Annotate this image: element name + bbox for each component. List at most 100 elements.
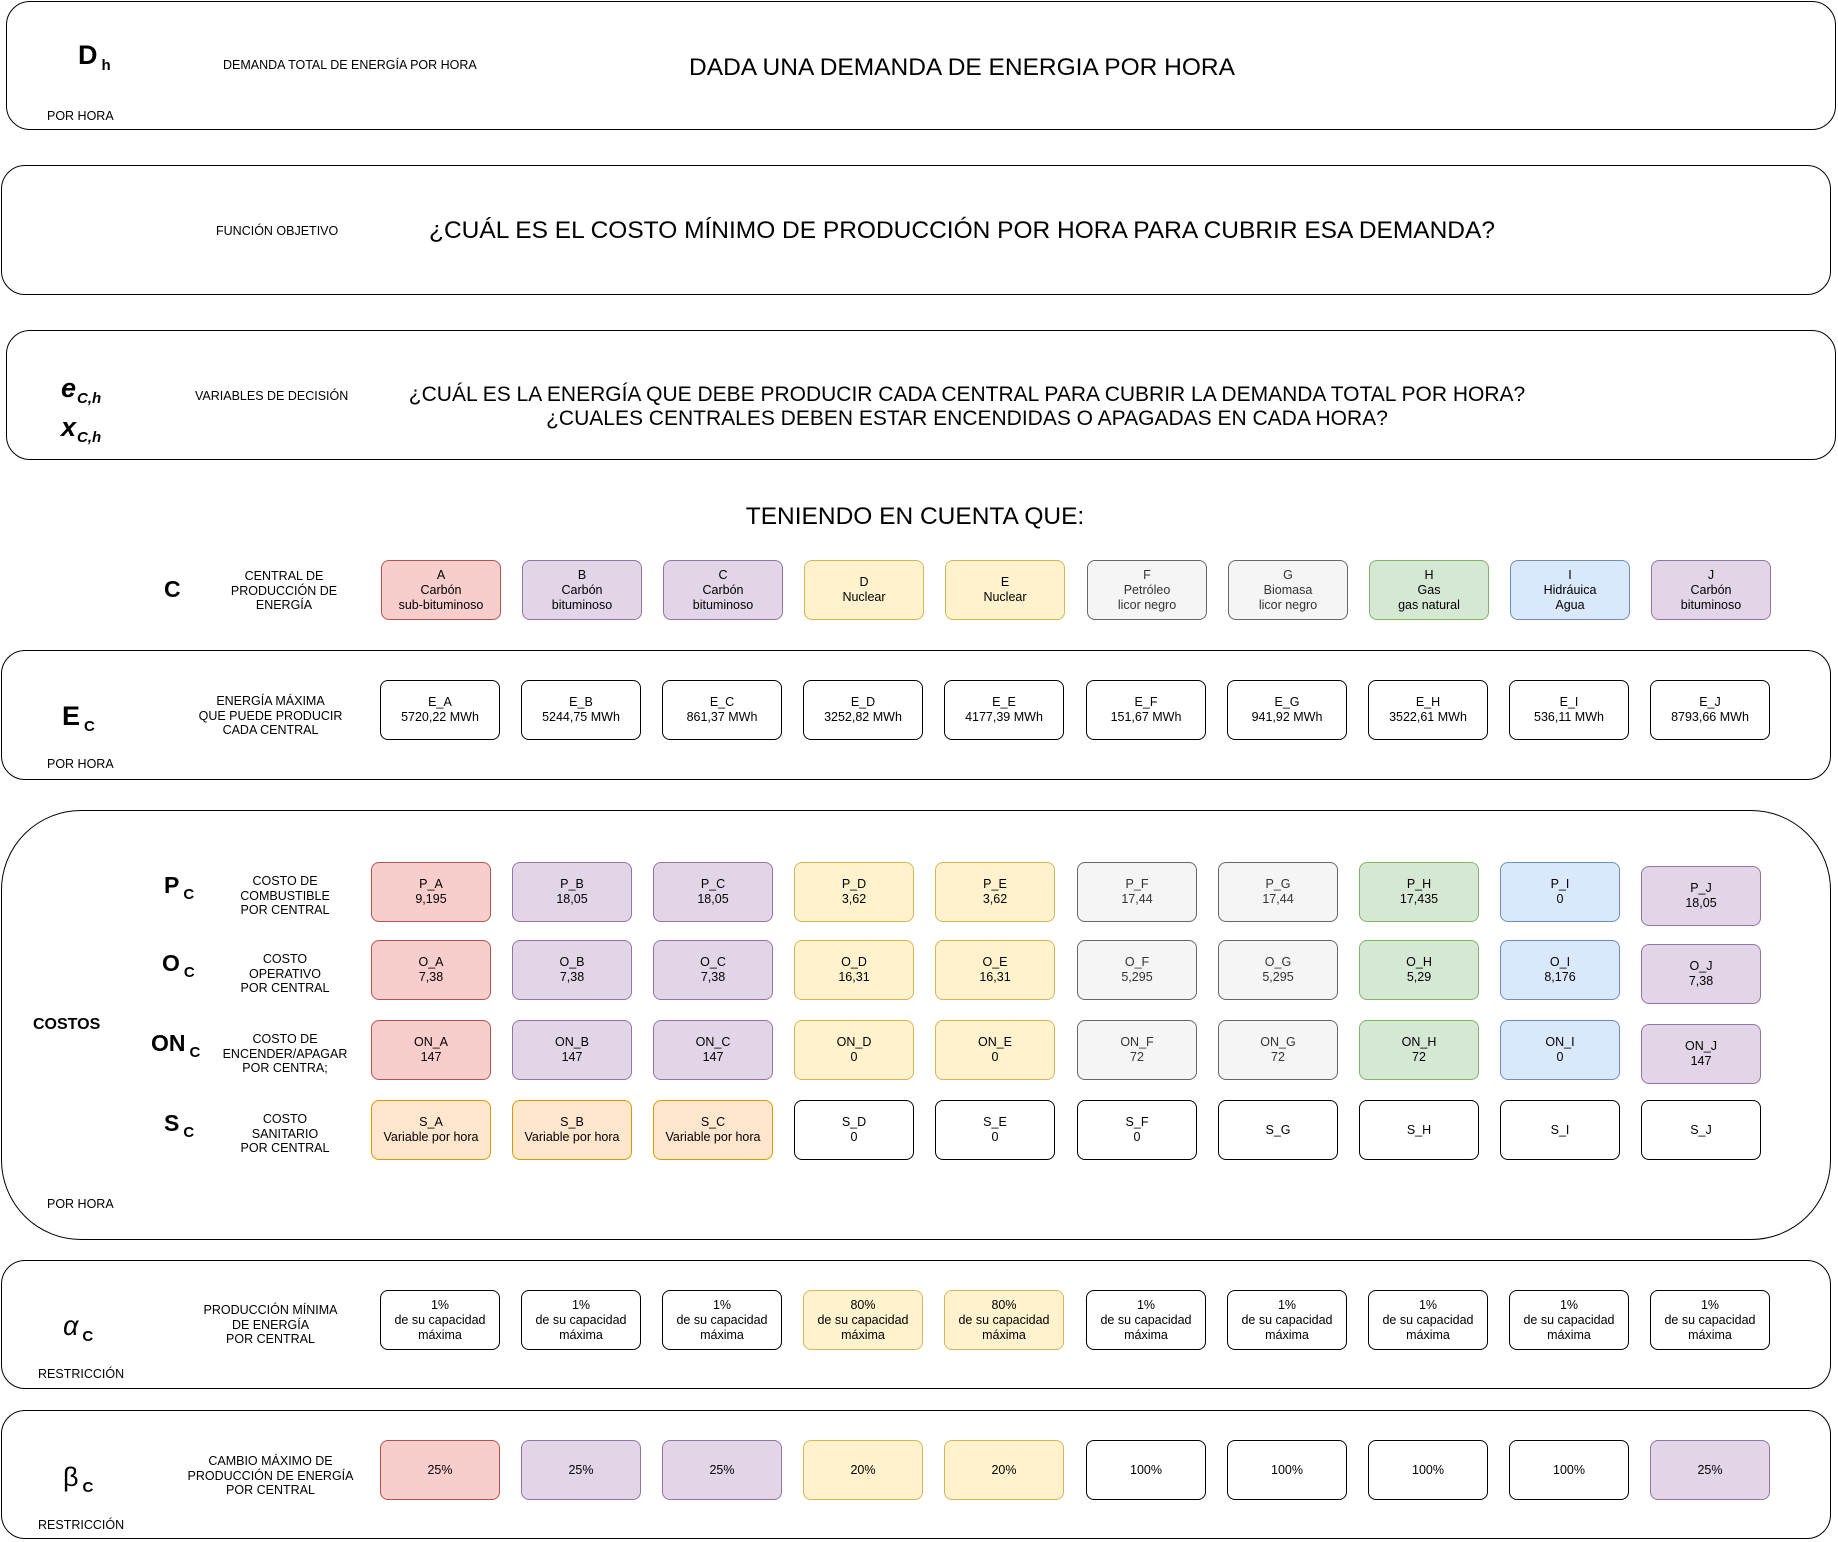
energy-card-e_d-value: 3252,82 MWh xyxy=(824,710,902,724)
cost-card-p_h-name: P_H xyxy=(1406,877,1432,891)
energy-card-e_b-name: E_B xyxy=(569,695,593,709)
cost-card-s_a-value: Variable por hora xyxy=(383,1130,479,1144)
cost-card-s_e-value: 0 xyxy=(991,1130,999,1144)
cost-card-on_g-name: ON_G xyxy=(1260,1035,1296,1049)
cost-card-s_e-name: S_E xyxy=(983,1115,1007,1129)
energy-card-e_d: E_D 3252,82 MWh xyxy=(803,680,923,740)
beta-card-7: 100% xyxy=(1227,1440,1347,1500)
alpha-card-7-l2: de su capacidad xyxy=(1241,1312,1333,1327)
alpha-card-5-pct: 80% xyxy=(991,1297,1017,1312)
cost-card-on_e-value: 0 xyxy=(991,1050,999,1064)
central-card-f: F Petróleo licor negro xyxy=(1087,560,1207,620)
alpha-card-8-l3: máxima xyxy=(1406,1327,1450,1342)
alpha-card-7-pct: 1% xyxy=(1277,1297,1297,1312)
energy-card-e_c: E_C 861,37 MWh xyxy=(662,680,782,740)
cost-card-on_i-name: ON_I xyxy=(1545,1035,1575,1049)
central-card-j-l1: Carbón xyxy=(1690,582,1732,597)
energy-card-e_a-value: 5720,22 MWh xyxy=(401,710,479,724)
alpha-card-1-pct: 1% xyxy=(430,1297,450,1312)
alpha-card-2-l2: de su capacidad xyxy=(535,1312,627,1327)
alpha-card-6-l2: de su capacidad xyxy=(1100,1312,1192,1327)
central-card-g-l1: Biomasa xyxy=(1263,582,1313,597)
central-card-i: I Hidráuica Agua xyxy=(1510,560,1630,620)
cost-card-o_f-name: O_F xyxy=(1124,955,1150,969)
energy-card-e_g: E_G 941,92 MWh xyxy=(1227,680,1347,740)
cost-card-o_b: O_B 7,38 xyxy=(512,940,632,1000)
energy-card-e_d-name: E_D xyxy=(850,695,876,709)
energy-card-e_f-name: E_F xyxy=(1134,695,1158,709)
central-card-a: A Carbón sub-bituminoso xyxy=(381,560,501,620)
cost-card-on_f-name: ON_F xyxy=(1120,1035,1154,1049)
central-card-d-l1: Nuclear xyxy=(842,590,886,604)
central-card-c-id: C xyxy=(718,567,728,582)
alpha-card-10-l3: máxima xyxy=(1688,1327,1732,1342)
cost-card-s_d-value: 0 xyxy=(850,1130,858,1144)
beta-card-3-value: 25% xyxy=(709,1462,735,1477)
beta-card-4: 20% xyxy=(803,1440,923,1500)
cost-card-s_f-value: 0 xyxy=(1133,1130,1141,1144)
alpha-card-8-pct: 1% xyxy=(1418,1297,1438,1312)
cost-card-on_c: ON_C 147 xyxy=(653,1020,773,1080)
cost-card-o_g: O_G 5,295 xyxy=(1218,940,1338,1000)
cost-card-s_h-name: S_H xyxy=(1406,1122,1432,1137)
cost-card-s_a: S_A Variable por hora xyxy=(371,1100,491,1160)
cost-card-on_j-name: ON_J xyxy=(1685,1039,1717,1053)
cost-card-s_d: S_D 0 xyxy=(794,1100,914,1160)
demand-footer: POR HORA xyxy=(47,109,114,123)
cost-card-s_d-name: S_D xyxy=(841,1115,867,1129)
cost-label-p: COSTO DE COMBUSTIBLE POR CENTRAL xyxy=(240,874,330,917)
cost-card-on_b-value: 147 xyxy=(561,1050,583,1064)
cost-card-s_f: S_F 0 xyxy=(1077,1100,1197,1160)
cost-card-s_b-value: Variable por hora xyxy=(524,1130,620,1144)
alpha-label: PRODUCCIÓN MÍNIMA DE ENERGÍA POR CENTRAL xyxy=(203,1303,338,1346)
cost-card-p_b-value: 18,05 xyxy=(556,892,588,906)
cost-card-s_i: S_I xyxy=(1500,1100,1620,1160)
energy-card-e_i-value: 536,11 MWh xyxy=(1534,710,1604,724)
cost-card-on_e-name: ON_E xyxy=(977,1035,1013,1049)
beta-card-5-value: 20% xyxy=(991,1462,1017,1477)
beta-footer: RESTRICCIÓN xyxy=(38,1518,125,1532)
cost-card-on_g-value: 72 xyxy=(1271,1050,1285,1064)
cost-card-on_h: ON_H 72 xyxy=(1359,1020,1479,1080)
energy-card-e_e: E_E 4177,39 MWh xyxy=(944,680,1064,740)
energy-card-e_i-name: E_I xyxy=(1559,695,1579,709)
cost-card-p_f-name: P_F xyxy=(1125,877,1149,891)
alpha-card-4-l2: de su capacidad xyxy=(817,1312,909,1327)
central-card-e: E Nuclear xyxy=(945,560,1065,620)
cost-card-s_e: S_E 0 xyxy=(935,1100,1055,1160)
costs-title: COSTOS xyxy=(33,1016,101,1033)
alpha-card-6-pct: 1% xyxy=(1136,1297,1156,1312)
cost-card-on_i-value: 0 xyxy=(1556,1050,1564,1064)
cost-card-p_c-name: P_C xyxy=(700,877,726,891)
alpha-card-2: 1% de su capacidad máxima xyxy=(521,1290,641,1350)
alpha-card-9-pct: 1% xyxy=(1559,1297,1579,1312)
objective-label: FUNCIÓN OBJETIVO xyxy=(216,224,339,238)
alpha-card-9-l2: de su capacidad xyxy=(1523,1312,1615,1327)
beta-card-4-value: 20% xyxy=(850,1462,876,1477)
beta-card-7-value: 100% xyxy=(1271,1462,1303,1477)
cost-card-on_d: ON_D 0 xyxy=(794,1020,914,1080)
cost-card-p_b-name: P_B xyxy=(560,877,584,891)
alpha-card-4-pct: 80% xyxy=(850,1297,876,1312)
energy-card-e_f-value: 151,67 MWh xyxy=(1110,710,1182,724)
objective-title: ¿CUÁL ES EL COSTO MÍNIMO DE PRODUCCIÓN P… xyxy=(429,217,1495,244)
beta-card-2: 25% xyxy=(521,1440,641,1500)
energy-card-e_g-value: 941,92 MWh xyxy=(1251,710,1323,724)
alpha-card-8: 1% de su capacidad máxima xyxy=(1368,1290,1488,1350)
cost-card-o_j: O_J 7,38 xyxy=(1641,944,1761,1004)
beta-card-8: 100% xyxy=(1368,1440,1488,1500)
energy-card-e_f: E_F 151,67 MWh xyxy=(1086,680,1206,740)
centrals-label: CENTRAL DE PRODUCCIÓN DE ENERGÍA xyxy=(230,569,338,612)
alpha-card-10: 1% de su capacidad máxima xyxy=(1650,1290,1770,1350)
cost-card-on_c-name: ON_C xyxy=(695,1035,731,1049)
centrals-symbol: C xyxy=(164,576,181,602)
energy-card-e_h: E_H 3522,61 MWh xyxy=(1368,680,1488,740)
cost-card-p_g-value: 17,44 xyxy=(1262,892,1294,906)
cost-card-s_h: S_H xyxy=(1359,1100,1479,1160)
energy-card-e_j-name: E_J xyxy=(1699,695,1721,709)
beta-label: CAMBIO MÁXIMO DE PRODUCCIÓN DE ENERGÍA P… xyxy=(187,1454,354,1497)
decision-symbol-e: eC,h xyxy=(61,373,102,407)
beta-card-8-value: 100% xyxy=(1412,1462,1444,1477)
